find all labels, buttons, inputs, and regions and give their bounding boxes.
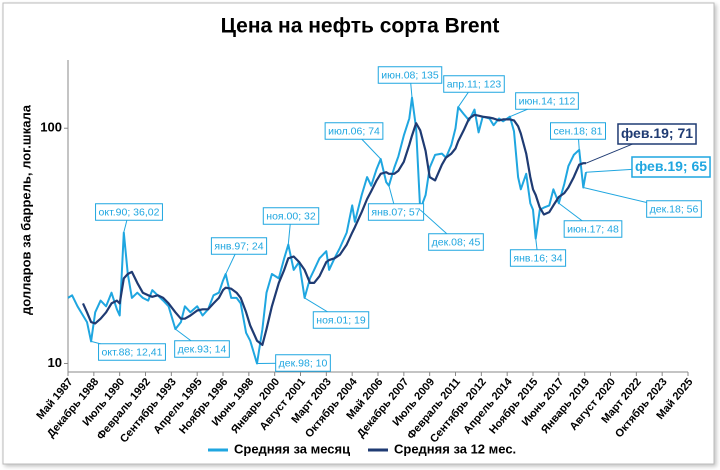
annotation-box [377,66,443,84]
annotation-box [617,123,697,145]
annotation-label: ноя.00; 32 [266,210,316,222]
annotation-box [443,75,505,93]
annotation-box [631,156,711,178]
annotation-label: фев.19; 65 [635,158,707,174]
legend-label: Средняя за месяц [234,441,350,456]
annotation-box [515,92,579,110]
y-tick-label: 10 [48,355,62,370]
annotation-box [262,207,320,225]
annotation-label: июн.14; 112 [519,95,576,107]
annotation-box [95,203,163,221]
annotation-box [563,220,623,238]
annotation-box [324,122,384,140]
annotation-box [367,203,425,221]
annotation-label: июн.17; 48 [567,223,619,235]
annotation-label: июл.06; 74 [328,125,380,137]
annotation-label: апр.11; 123 [447,78,502,90]
y-axis-label: долларов за баррель, лог.шкала [18,104,33,315]
annotation-label: ноя.01; 19 [316,314,366,326]
annotation-label: сен.18; 81 [554,125,603,137]
annotation-box [428,233,484,251]
annotation-box [98,343,166,361]
annotation-label: фев.19; 71 [621,125,693,141]
annotation-label: янв.97; 24 [214,240,263,252]
annotation-box [210,237,268,255]
legend-label: Средняя за 12 мес. [394,441,516,456]
annotation-label: дек.98; 10 [279,357,328,369]
annotation-label: окт.90; 36,02 [99,206,160,218]
annotation-label: июн.08; 135 [381,69,439,81]
annotation-label: дек.18; 56 [650,203,699,215]
annotation-box [550,122,606,140]
annotation-box [646,200,702,218]
annotation-label: янв.16; 34 [513,252,562,264]
annotation-box [174,340,230,358]
annotation-box [312,311,370,329]
annotation-label: дек.08; 45 [432,236,481,248]
chart-title: Цена на нефть сорта Brent [221,15,500,38]
y-tick-label: 100 [40,120,62,135]
annotation-box [509,249,567,267]
annotation-box [275,354,331,372]
annotation-label: окт.88; 12,41 [102,346,163,358]
annotation-label: янв.07; 57 [371,206,420,218]
annotation-label: дек.93; 14 [178,343,227,355]
series-line [81,113,586,346]
